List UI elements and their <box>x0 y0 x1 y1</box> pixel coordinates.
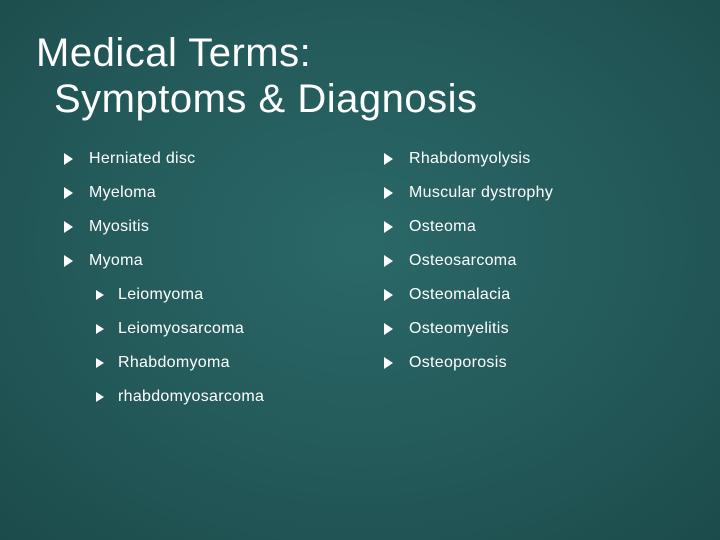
list-item: Leiomyosarcoma <box>96 320 384 338</box>
bullet-icon <box>384 187 393 199</box>
item-label: Leiomyoma <box>118 286 203 304</box>
bullet-icon <box>384 221 393 233</box>
bullet-icon <box>384 153 393 165</box>
item-label: Osteomyelitis <box>409 320 509 338</box>
list-item: Osteomalacia <box>384 286 684 304</box>
bullet-icon <box>384 255 393 267</box>
list-item: Osteomyelitis <box>384 320 684 338</box>
slide: Medical Terms: Symptoms & Diagnosis Hern… <box>0 0 720 540</box>
bullet-icon <box>384 357 393 369</box>
bullet-icon <box>96 392 104 402</box>
item-label: rhabdomyosarcoma <box>118 388 264 406</box>
right-column: Rhabdomyolysis Muscular dystrophy Osteom… <box>384 150 684 422</box>
list-item: Osteosarcoma <box>384 252 684 270</box>
item-label: Herniated disc <box>89 150 195 168</box>
list-item: Herniated disc <box>64 150 384 168</box>
list-item: Leiomyoma <box>96 286 384 304</box>
item-label: Rhabdomyoma <box>118 354 230 372</box>
bullet-icon <box>96 324 104 334</box>
right-list: Rhabdomyolysis Muscular dystrophy Osteom… <box>384 150 684 372</box>
content-columns: Herniated disc Myeloma Myositis Myoma <box>36 150 684 422</box>
bullet-icon <box>384 289 393 301</box>
item-label: Osteoma <box>409 218 476 236</box>
item-label: Myositis <box>89 218 149 236</box>
list-item: Myeloma <box>64 184 384 202</box>
list-item: Osteoma <box>384 218 684 236</box>
list-item: Myoma <box>64 252 384 270</box>
slide-title: Medical Terms: Symptoms & Diagnosis <box>36 30 684 122</box>
bullet-icon <box>64 255 73 267</box>
item-label: Rhabdomyolysis <box>409 150 531 168</box>
item-label: Myeloma <box>89 184 156 202</box>
list-item: Rhabdomyoma <box>96 354 384 372</box>
list-item: Myositis <box>64 218 384 236</box>
item-label: Osteoporosis <box>409 354 507 372</box>
item-label: Osteomalacia <box>409 286 510 304</box>
bullet-icon <box>64 221 73 233</box>
list-item: rhabdomyosarcoma <box>96 388 384 406</box>
list-item: Muscular dystrophy <box>384 184 684 202</box>
list-item: Osteoporosis <box>384 354 684 372</box>
sub-list: Leiomyoma Leiomyosarcoma Rhabdomyoma <box>64 286 384 406</box>
item-label: Muscular dystrophy <box>409 184 553 202</box>
title-line-1: Medical Terms: <box>36 31 311 75</box>
bullet-icon <box>384 323 393 335</box>
list-item: Rhabdomyolysis <box>384 150 684 168</box>
bullet-icon <box>64 153 73 165</box>
bullet-icon <box>64 187 73 199</box>
item-label: Leiomyosarcoma <box>118 320 244 338</box>
bullet-icon <box>96 290 104 300</box>
left-column: Herniated disc Myeloma Myositis Myoma <box>64 150 384 422</box>
title-line-2: Symptoms & Diagnosis <box>36 76 684 122</box>
left-list: Herniated disc Myeloma Myositis Myoma <box>64 150 384 406</box>
item-label: Osteosarcoma <box>409 252 517 270</box>
bullet-icon <box>96 358 104 368</box>
item-label: Myoma <box>89 252 143 270</box>
